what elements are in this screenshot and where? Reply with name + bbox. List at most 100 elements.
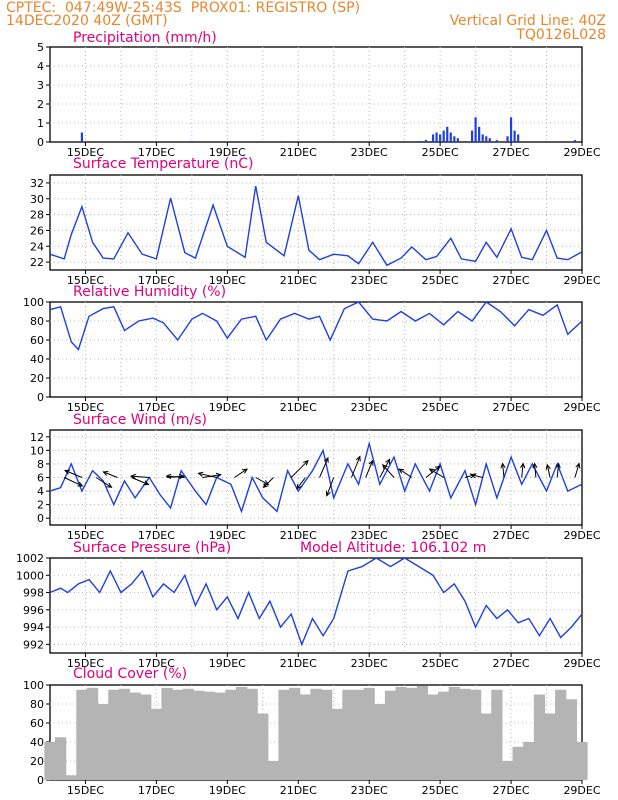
wind-arrow-shaft	[574, 463, 580, 478]
wind-arrow-shaft	[290, 460, 309, 478]
cloud-xtick-label: 23DEC	[351, 784, 388, 797]
cloud-xtick-label: 29DEC	[563, 784, 600, 797]
cloud-bar	[203, 691, 216, 780]
pressure-xtick-label: 19DEC	[209, 657, 246, 670]
temp-xtick-label: 23DEC	[351, 274, 388, 287]
cloud-bar	[299, 694, 311, 780]
rh-xtick-label: 19DEC	[209, 401, 246, 414]
precip-ytick-label: 2	[37, 98, 44, 111]
temp-xtick-label: 15DEC	[67, 274, 104, 287]
precip-xtick-label: 19DEC	[209, 146, 246, 159]
precip-title: Precipitation (mm/h)	[73, 30, 217, 46]
wind-arrow-head	[215, 472, 222, 478]
cloud-bar	[214, 692, 226, 780]
pressure-series-line	[49, 557, 583, 647]
precip-bar	[470, 130, 474, 142]
cloud-xtick-label: 27DEC	[493, 784, 530, 797]
cloud-bar	[182, 688, 194, 780]
wind-arrow-shaft	[502, 463, 505, 478]
precip-ytick-label: 1	[37, 117, 44, 130]
cloud-bar	[193, 690, 205, 780]
cloud-bar	[480, 713, 492, 780]
precip-bar	[453, 136, 456, 142]
cloud-xtick-label: 21DEC	[280, 784, 317, 797]
temp-ytick-label: 32	[30, 177, 44, 190]
cloud-bar	[427, 694, 439, 780]
wind-arrow-shaft	[521, 463, 524, 478]
wind-arrow-shaft	[398, 468, 413, 478]
wind-arrow-head	[242, 468, 248, 474]
cloud-bar	[76, 689, 88, 780]
wind-arrow-shaft	[533, 463, 537, 478]
wind-arrow-shaft	[556, 463, 560, 478]
cloud-bar	[438, 691, 450, 780]
pressure-title: Surface Pressure (hPa)	[73, 540, 231, 556]
cloud-bar	[512, 746, 524, 780]
pressure-ytick-label: 996	[23, 604, 44, 617]
precip-bar	[449, 132, 452, 142]
wind-arrow-head	[355, 455, 361, 462]
cloud-bar	[235, 686, 248, 780]
cloud-bar	[267, 761, 280, 780]
cloud-bar	[118, 688, 131, 780]
cloud-bar	[86, 687, 99, 780]
wind-arrow-head	[178, 473, 185, 480]
cloud-bar	[108, 689, 120, 780]
temp-xtick-label: 19DEC	[209, 274, 246, 287]
precip-bar	[279, 141, 282, 142]
wind-arrow-head	[398, 468, 405, 474]
wind-arrow-shaft	[365, 460, 374, 478]
precip-bar	[80, 132, 84, 142]
cloud-bar	[161, 687, 173, 780]
precip-bar	[495, 140, 498, 142]
wind-arrow-head	[323, 456, 329, 463]
precip-bar	[481, 134, 484, 142]
wind-arrow-shaft	[234, 468, 248, 478]
precip-bar	[474, 117, 477, 142]
cloud-ytick-label: 20	[30, 755, 44, 768]
wind-arrow-head	[102, 471, 109, 476]
cloud-bar	[129, 692, 141, 780]
precip-ytick-label: 5	[37, 41, 44, 54]
wind-arrow-head	[545, 463, 551, 470]
rh-xtick-label: 21DEC	[280, 401, 317, 414]
wind-series-line	[49, 440, 583, 514]
precip-bar	[190, 141, 193, 142]
wind-arrow-head	[469, 473, 476, 479]
header-location: CPTEC: 047:49W-25:43S PROX01: REGISTRO (…	[6, 0, 361, 16]
rh-frame	[49, 301, 583, 398]
wind-arrow-head	[385, 458, 391, 465]
cloud-bar	[469, 689, 482, 780]
cloud-bar	[395, 686, 407, 780]
precip-bar	[439, 134, 442, 142]
rh-ytick-label: 40	[30, 353, 44, 366]
temp-ytick-label: 24	[30, 240, 44, 253]
pressure-xtick-label: 21DEC	[280, 657, 317, 670]
wind-xtick-label: 23DEC	[351, 529, 388, 542]
cloud-bar	[97, 704, 109, 780]
pressure-xtick-label: 29DEC	[563, 657, 600, 670]
rh-xtick-label: 29DEC	[563, 401, 600, 414]
wind-arrow-head	[165, 473, 172, 480]
wind-arrow-shaft	[382, 464, 395, 478]
cloud-ytick-label: 60	[30, 717, 44, 730]
cloud-bar	[257, 713, 269, 780]
wind-arrow-head	[520, 462, 526, 469]
wind-arrow-head	[434, 465, 441, 472]
temp-xtick-label: 27DEC	[493, 274, 530, 287]
wind-arrow-shaft	[131, 477, 149, 485]
pressure-annotation: Model Altitude: 106.102 m	[300, 540, 486, 556]
wind-arrow-head	[470, 473, 477, 479]
wind-arrow-head	[368, 459, 374, 466]
precip-bar	[424, 140, 428, 142]
pressure-ytick-label: 998	[23, 587, 44, 600]
cloud-xtick-label: 15DEC	[67, 784, 104, 797]
precip-ytick-label: 0	[37, 136, 44, 149]
cloud-xtick-label: 25DEC	[422, 784, 459, 797]
precip-bar	[517, 134, 520, 142]
rh-xtick-label: 27DEC	[493, 401, 530, 414]
wind-arrow-shaft	[95, 477, 112, 488]
precip-bar	[573, 140, 577, 142]
wind-arrow-shaft	[326, 477, 335, 496]
